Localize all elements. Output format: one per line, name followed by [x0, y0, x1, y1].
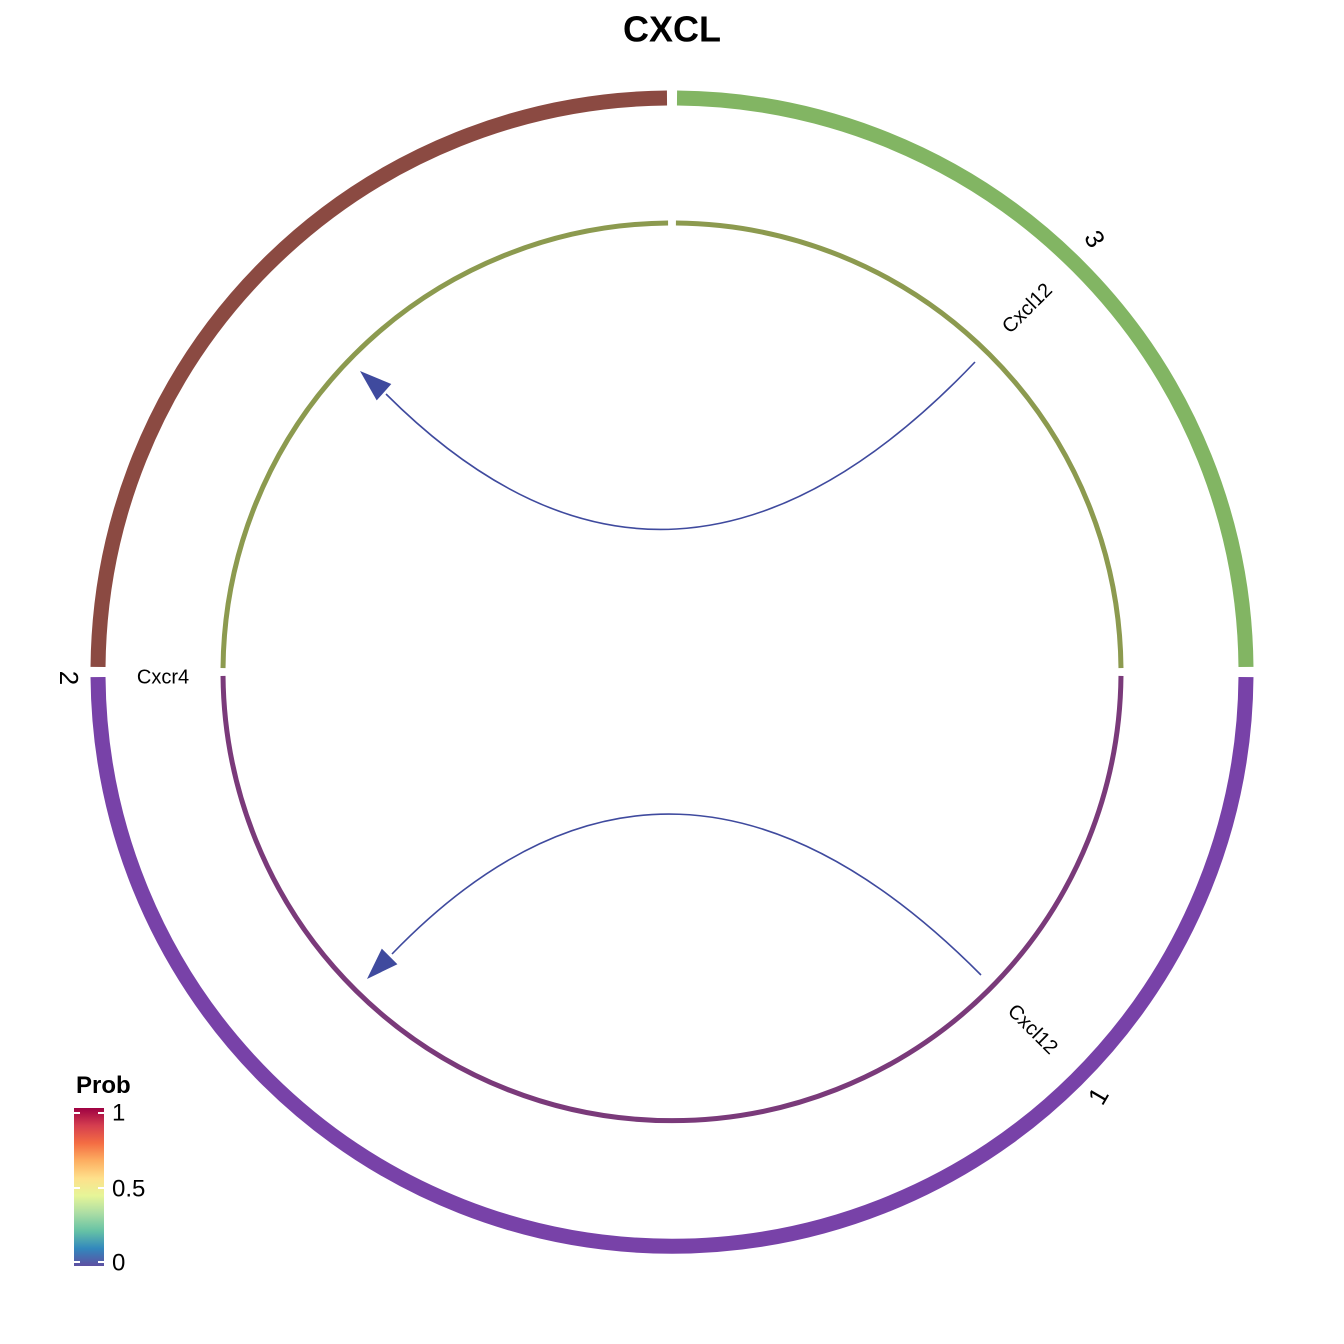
gene-label-cxcl12-top: Cxcl12: [998, 279, 1057, 338]
sector-label-3: 3: [1078, 225, 1111, 253]
outer-ring: [90, 90, 1254, 1254]
inner-track-1: [220, 220, 669, 669]
chart-title: CXCL: [623, 9, 721, 50]
gene-label-cxcr4: Cxcr4: [137, 666, 189, 688]
inner-track-0: [675, 220, 1124, 669]
links: [360, 361, 982, 979]
legend-tick-0: 0: [112, 1249, 125, 1276]
link-arrowhead-1: [367, 948, 398, 979]
sector-label-2: 2: [54, 671, 84, 685]
legend-title: Prob: [76, 1072, 131, 1099]
outer-sector-3: [676, 90, 1254, 668]
legend: Prob 1 0.5 0: [74, 1072, 145, 1276]
inner-track-2: [220, 675, 1124, 1124]
sector-label-1: 1: [1082, 1082, 1115, 1110]
outer-sector-2: [90, 676, 1254, 1254]
link-arrowhead-0: [360, 371, 392, 401]
link-1: [391, 813, 982, 976]
legend-tick-1: 1: [112, 1099, 125, 1126]
inner-ring: [220, 220, 1124, 1124]
legend-tick-05: 0.5: [112, 1175, 145, 1202]
link-0: [385, 361, 976, 531]
gene-label-cxcl12-bottom: Cxcl12: [1003, 1000, 1062, 1059]
outer-sector-1: [90, 90, 668, 668]
